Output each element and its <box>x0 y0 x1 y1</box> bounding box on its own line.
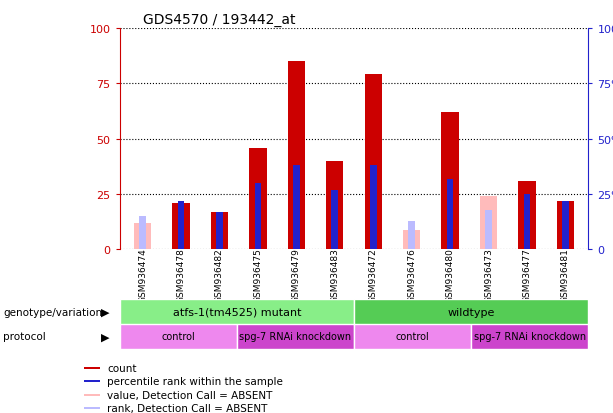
Text: control: control <box>161 332 195 342</box>
Bar <box>447 179 454 250</box>
Text: protocol: protocol <box>3 332 46 342</box>
Text: atfs-1(tm4525) mutant: atfs-1(tm4525) mutant <box>172 307 301 317</box>
Bar <box>178 201 185 250</box>
Bar <box>354 324 471 349</box>
Bar <box>211 212 228 250</box>
Bar <box>120 299 354 324</box>
Bar <box>84 407 99 409</box>
Bar <box>120 324 237 349</box>
Text: ▶: ▶ <box>101 332 110 342</box>
Bar <box>403 230 421 250</box>
Bar <box>408 221 415 250</box>
Text: GSM936482: GSM936482 <box>215 247 224 302</box>
Text: spg-7 RNAi knockdown: spg-7 RNAi knockdown <box>474 332 586 342</box>
Text: ▶: ▶ <box>101 307 110 317</box>
Text: wildtype: wildtype <box>447 307 495 317</box>
Text: GSM936479: GSM936479 <box>292 247 301 302</box>
Bar <box>557 201 574 250</box>
Bar <box>287 62 305 250</box>
Text: GSM936478: GSM936478 <box>177 247 186 302</box>
Text: GDS4570 / 193442_at: GDS4570 / 193442_at <box>143 12 295 26</box>
Text: GSM936480: GSM936480 <box>446 247 455 302</box>
Bar <box>471 324 588 349</box>
Text: percentile rank within the sample: percentile rank within the sample <box>107 376 283 386</box>
Bar <box>485 210 492 250</box>
Bar <box>562 201 569 250</box>
Bar <box>365 75 382 250</box>
Bar <box>293 166 300 250</box>
Bar <box>332 190 338 250</box>
Bar <box>139 217 146 250</box>
Bar <box>84 380 99 382</box>
Bar <box>216 212 223 250</box>
Text: GSM936477: GSM936477 <box>522 247 531 302</box>
Text: control: control <box>396 332 430 342</box>
Bar <box>480 197 497 250</box>
Text: GSM936481: GSM936481 <box>561 247 570 302</box>
Bar <box>370 166 376 250</box>
Bar <box>326 161 343 250</box>
Text: GSM936483: GSM936483 <box>330 247 339 302</box>
Text: GSM936474: GSM936474 <box>138 247 147 302</box>
Text: GSM936473: GSM936473 <box>484 247 493 302</box>
Bar <box>441 113 459 250</box>
Text: spg-7 RNAi knockdown: spg-7 RNAi knockdown <box>239 332 351 342</box>
Bar <box>237 324 354 349</box>
Bar <box>254 183 261 250</box>
Bar <box>524 195 530 250</box>
Bar <box>354 299 588 324</box>
Bar <box>249 148 267 250</box>
Text: GSM936472: GSM936472 <box>369 247 378 302</box>
Text: value, Detection Call = ABSENT: value, Detection Call = ABSENT <box>107 390 273 400</box>
Text: GSM936476: GSM936476 <box>407 247 416 302</box>
Text: count: count <box>107 363 137 373</box>
Text: rank, Detection Call = ABSENT: rank, Detection Call = ABSENT <box>107 403 268 413</box>
Bar <box>519 181 536 250</box>
Bar <box>84 394 99 396</box>
Bar <box>84 367 99 369</box>
Bar <box>134 223 151 250</box>
Text: GSM936475: GSM936475 <box>253 247 262 302</box>
Bar <box>172 204 189 250</box>
Text: genotype/variation: genotype/variation <box>3 307 102 317</box>
